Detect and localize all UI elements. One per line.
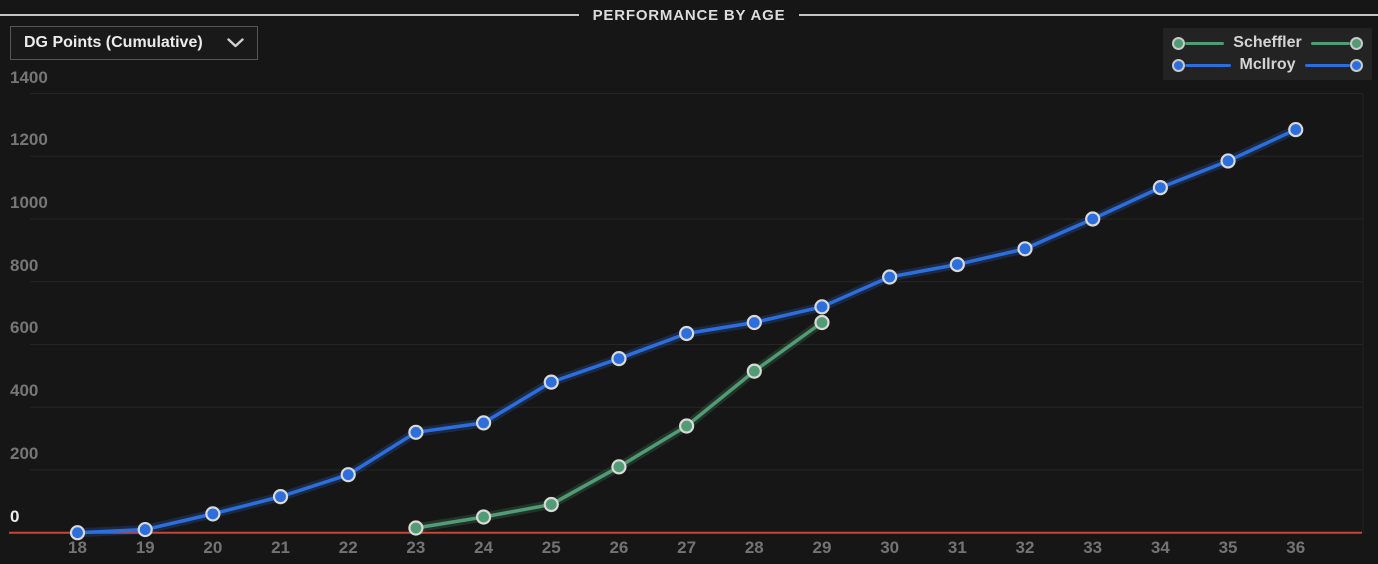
- x-tick-label: 28: [744, 538, 764, 557]
- data-point-mcilroy[interactable]: [69, 525, 86, 541]
- data-point-mcilroy[interactable]: [1085, 211, 1101, 227]
- x-tick-label: 31: [947, 538, 967, 557]
- chart-legend: Scheffler McIlroy: [1163, 28, 1372, 80]
- x-tick-label: 23: [406, 538, 426, 557]
- data-point-mcilroy[interactable]: [1017, 241, 1033, 257]
- data-point-mcilroy[interactable]: [340, 467, 356, 483]
- data-point-scheffler[interactable]: [814, 314, 830, 331]
- x-tick-label: 21: [271, 538, 290, 557]
- data-point-scheffler[interactable]: [611, 459, 627, 475]
- page-title: PERFORMANCE BY AGE: [592, 6, 786, 24]
- legend-marker-icon: [1172, 58, 1185, 72]
- header-rule-left: [0, 14, 579, 16]
- data-point-mcilroy[interactable]: [611, 350, 627, 367]
- x-tick-label: 34: [1150, 538, 1170, 557]
- legend-marker-icon: [1172, 36, 1185, 50]
- y-tick-label: 200: [10, 443, 39, 463]
- x-tick-label: 25: [541, 538, 561, 557]
- data-point-scheffler[interactable]: [408, 520, 424, 536]
- x-tick-label: 20: [203, 538, 223, 557]
- x-tick-label: 19: [135, 538, 155, 557]
- y-tick-label: 600: [10, 318, 39, 338]
- data-point-mcilroy[interactable]: [205, 506, 221, 522]
- legend-label: Scheffler: [1233, 34, 1302, 51]
- data-point-mcilroy[interactable]: [543, 374, 559, 390]
- data-point-mcilroy[interactable]: [679, 325, 695, 342]
- data-point-mcilroy[interactable]: [272, 489, 289, 505]
- data-point-scheffler[interactable]: [746, 363, 762, 379]
- data-point-mcilroy[interactable]: [882, 269, 898, 285]
- x-tick-label: 26: [609, 538, 629, 557]
- data-point-scheffler[interactable]: [679, 418, 695, 434]
- data-point-mcilroy[interactable]: [1152, 180, 1168, 196]
- data-point-mcilroy[interactable]: [949, 256, 965, 273]
- x-tick-label: 29: [812, 538, 832, 557]
- y-tick-label: 0: [10, 506, 20, 526]
- y-tick-label: 800: [10, 255, 39, 275]
- legend-marker-icon: [1350, 58, 1364, 72]
- x-tick-label: 33: [1083, 538, 1103, 557]
- y-tick-label: 1400: [10, 67, 48, 87]
- legend-line: [1185, 63, 1231, 67]
- x-tick-label: 22: [338, 538, 358, 557]
- data-point-mcilroy[interactable]: [137, 521, 153, 538]
- data-point-scheffler[interactable]: [543, 496, 559, 513]
- data-point-scheffler[interactable]: [475, 509, 492, 525]
- metric-dropdown-value: DG Points (Cumulative): [24, 34, 203, 51]
- legend-item-mcilroy[interactable]: McIlroy: [1172, 56, 1364, 74]
- y-tick-label: 1200: [10, 130, 48, 150]
- metric-dropdown[interactable]: DG Points (Cumulative): [10, 26, 258, 60]
- legend-line: [1185, 41, 1225, 45]
- legend-marker-icon: [1350, 36, 1363, 50]
- chart-header: PERFORMANCE BY AGE: [0, 5, 1378, 25]
- data-point-mcilroy[interactable]: [814, 299, 830, 315]
- legend-label: McIlroy: [1239, 56, 1296, 73]
- x-tick-label: 35: [1218, 538, 1238, 557]
- header-rule-right: [799, 14, 1378, 16]
- x-tick-label: 24: [474, 538, 494, 557]
- data-point-mcilroy[interactable]: [1288, 121, 1304, 138]
- legend-item-scheffler[interactable]: Scheffler: [1172, 34, 1363, 52]
- chevron-down-icon: [227, 38, 244, 48]
- data-point-mcilroy[interactable]: [408, 424, 424, 440]
- data-point-mcilroy[interactable]: [475, 415, 492, 431]
- y-tick-label: 400: [10, 381, 39, 401]
- legend-line: [1310, 41, 1350, 45]
- data-point-mcilroy[interactable]: [746, 314, 762, 331]
- x-tick-label: 27: [677, 538, 697, 557]
- x-tick-label: 36: [1286, 538, 1306, 557]
- data-point-mcilroy[interactable]: [1220, 153, 1236, 169]
- x-tick-label: 18: [68, 538, 87, 557]
- y-tick-label: 1000: [10, 192, 48, 212]
- x-tick-label: 32: [1015, 538, 1035, 557]
- legend-line: [1304, 63, 1351, 67]
- x-tick-label: 30: [880, 538, 900, 557]
